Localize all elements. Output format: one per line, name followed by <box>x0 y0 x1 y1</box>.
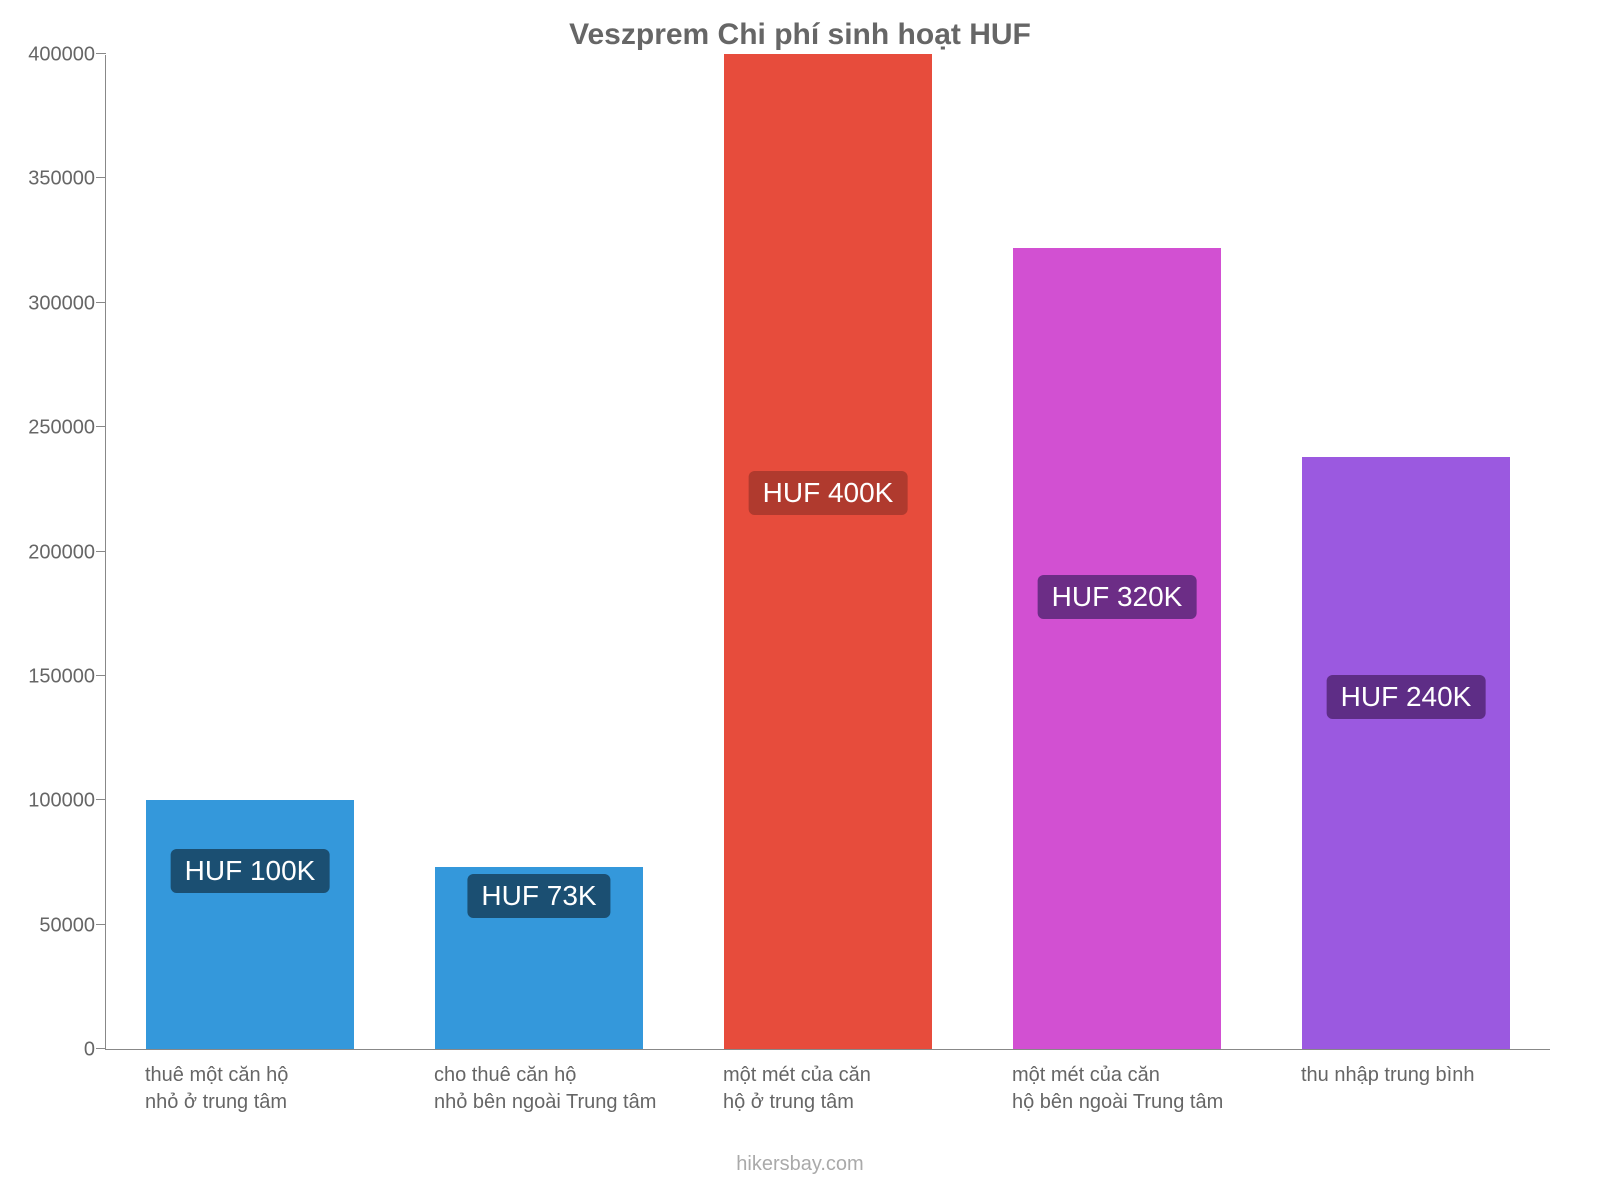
y-tick <box>96 177 106 178</box>
y-tick-label: 400000 <box>28 44 95 67</box>
x-label-line: một mét của căn <box>723 1062 1002 1089</box>
x-category-label: cho thuê căn hộnhỏ bên ngoài Trung tâm <box>434 1062 713 1116</box>
y-tick-label: 150000 <box>28 665 95 688</box>
y-tick <box>96 426 106 427</box>
bar <box>146 800 354 1049</box>
x-label-line: cho thuê căn hộ <box>434 1062 713 1089</box>
chart-container: Veszprem Chi phí sinh hoạt HUF HUF 100KH… <box>0 0 1600 1200</box>
x-label-line: một mét của căn <box>1012 1062 1291 1089</box>
chart-title: Veszprem Chi phí sinh hoạt HUF <box>0 18 1600 52</box>
x-label-line: nhỏ ở trung tâm <box>145 1089 424 1116</box>
y-tick <box>96 799 106 800</box>
bar-value-label: HUF 320K <box>1038 575 1197 619</box>
y-tick-label: 300000 <box>28 292 95 315</box>
plot-area: HUF 100K HUF 73K HUF 400K HUF 320K HUF 240K <box>105 55 1550 1050</box>
y-tick-label: 100000 <box>28 790 95 813</box>
x-category-label: thuê một căn hộnhỏ ở trung tâm <box>145 1062 424 1116</box>
bar-value-label: HUF 240K <box>1327 675 1486 719</box>
y-tick <box>96 302 106 303</box>
y-tick <box>96 675 106 676</box>
y-tick-label: 350000 <box>28 168 95 191</box>
y-tick-label: 0 <box>84 1039 95 1062</box>
x-label-line: thuê một căn hộ <box>145 1062 424 1089</box>
x-category-label: thu nhập trung bình <box>1301 1062 1580 1089</box>
x-label-line: hộ bên ngoài Trung tâm <box>1012 1089 1291 1116</box>
bar-value-label: HUF 73K <box>467 874 610 918</box>
bar <box>724 54 932 1049</box>
y-tick <box>96 551 106 552</box>
x-category-label: một mét của cănhộ bên ngoài Trung tâm <box>1012 1062 1291 1116</box>
attribution-text: hikersbay.com <box>0 1153 1600 1176</box>
bar <box>1013 248 1221 1049</box>
bar <box>1302 457 1510 1049</box>
x-label-line: hộ ở trung tâm <box>723 1089 1002 1116</box>
y-tick-label: 200000 <box>28 541 95 564</box>
y-tick-label: 50000 <box>39 914 95 937</box>
y-tick <box>96 924 106 925</box>
bar-value-label: HUF 100K <box>171 849 330 893</box>
y-tick-label: 250000 <box>28 417 95 440</box>
x-category-label: một mét của cănhộ ở trung tâm <box>723 1062 1002 1116</box>
x-label-line: thu nhập trung bình <box>1301 1062 1580 1089</box>
y-tick <box>96 1048 106 1049</box>
y-tick <box>96 53 106 54</box>
x-label-line: nhỏ bên ngoài Trung tâm <box>434 1089 713 1116</box>
bar-value-label: HUF 400K <box>749 471 908 515</box>
